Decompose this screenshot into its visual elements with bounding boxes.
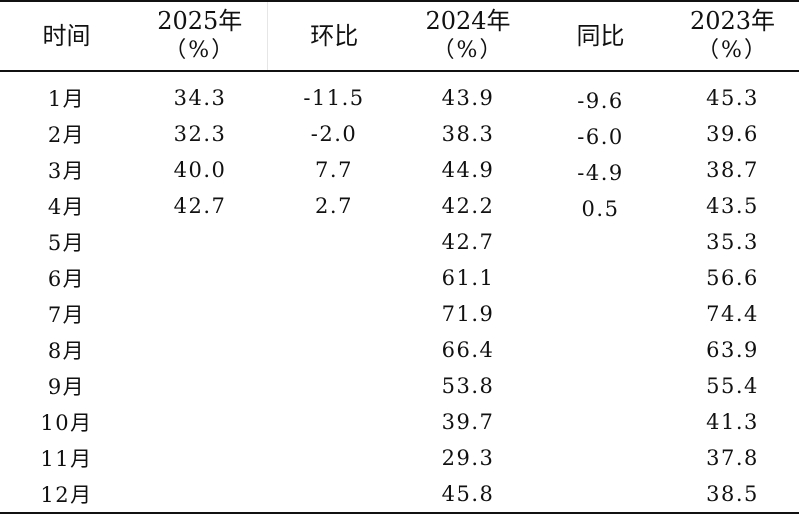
header-2025: 2025年 （%） [133,0,268,72]
header-mom: 环比 [267,0,401,72]
cell-2023: 35.3 [706,230,759,254]
cell-2025: 42.7 [173,194,227,218]
cell-2023: 39.6 [706,122,759,146]
cell-yoy: -4.9 [577,161,624,185]
cell-mom [267,296,401,332]
cell-month: 11月 [40,447,93,471]
cell-2024: 39.7 [441,410,495,434]
cell-mom: 7.7 [315,158,353,182]
table-row: 6月 61.1 56.6 [0,260,799,296]
cell-month: 7月 [47,303,86,327]
cell-2023: 56.6 [706,266,759,290]
cell-2023: 55.4 [706,374,759,398]
cell-yoy: -9.6 [577,89,624,113]
cell-yoy [535,443,666,479]
cell-yoy: 0.5 [581,197,620,221]
cell-month: 1月 [47,87,86,111]
table-row: 7月 71.9 74.4 [0,296,799,332]
cell-2024: 38.3 [441,122,495,146]
table-row: 12月 45.8 38.5 [0,476,799,516]
cell-2023: 74.4 [706,302,759,326]
cell-mom [267,440,401,476]
cell-2024: 42.7 [441,230,495,254]
cell-mom [267,404,401,440]
cell-mom [267,260,401,296]
cell-mom [267,224,401,260]
cell-2023: 38.7 [706,158,759,182]
cell-2025 [133,368,267,404]
cell-2025 [133,404,267,440]
cell-yoy [535,227,666,263]
header-yoy: 同比 [535,0,666,72]
cell-month: 8月 [47,339,86,363]
cell-2025: 34.3 [173,86,227,110]
cell-yoy [535,407,666,443]
cell-2023: 43.5 [706,194,759,218]
cell-2025 [133,260,267,296]
cell-month: 5月 [47,231,86,255]
cell-2025: 32.3 [173,122,227,146]
cell-mom: -2.0 [310,122,358,146]
cell-2025 [133,224,267,260]
cell-month: 10月 [40,411,93,435]
header-2023: 2023年 （%） [666,0,799,72]
cell-yoy [535,263,666,299]
header-2024: 2024年 （%） [401,0,535,72]
cell-2023: 45.3 [706,86,759,110]
cell-month: 2月 [47,123,86,147]
table-row: 9月 53.8 55.4 [0,368,799,404]
cell-2024: 42.2 [441,194,495,218]
cell-2025: 40.0 [173,158,227,182]
table-row: 2月 32.3 -2.0 38.3 -6.0 39.6 [0,116,799,152]
cell-yoy [535,335,666,371]
cell-2024: 53.8 [441,374,495,398]
cell-2025 [133,440,267,476]
table-row: 10月 39.7 41.3 [0,404,799,440]
cell-yoy [535,371,666,407]
cell-yoy: -6.0 [577,125,624,149]
cell-2023: 41.3 [706,410,759,434]
table-row: 11月 29.3 37.8 [0,440,799,476]
cell-yoy [535,299,666,335]
table-row: 5月 42.7 35.3 [0,224,799,260]
cell-month: 3月 [47,159,86,183]
cell-2024: 45.8 [401,476,535,514]
cell-month: 4月 [47,195,86,219]
cell-2024: 71.9 [441,302,495,326]
table-row: 1月 34.3 -11.5 43.9 -9.6 45.3 [0,71,799,116]
cell-month: 6月 [47,267,86,291]
cell-2024: 61.1 [441,266,495,290]
cell-2024: 66.4 [441,338,495,362]
cell-2023: 38.5 [666,476,799,514]
cell-mom: -11.5 [303,86,365,110]
cell-2023: 37.8 [706,446,759,470]
cell-2025 [133,296,267,332]
cell-mom [267,476,401,514]
cell-mom [267,332,401,368]
cell-yoy [535,479,666,516]
cell-2024: 43.9 [441,86,495,110]
header-time: 时间 [0,0,133,72]
cell-2023: 63.9 [706,338,759,362]
cell-2024: 44.9 [441,158,495,182]
table-row: 4月 42.7 2.7 42.2 0.5 43.5 [0,188,799,224]
header-row: 时间 2025年 （%） 环比 2024年 （%） 同比 2023年 [0,0,799,72]
cell-mom [267,368,401,404]
cell-month: 12月 [0,476,133,514]
table-row: 3月 40.0 7.7 44.9 -4.9 38.7 [0,152,799,188]
cell-2025 [133,332,267,368]
cell-2025 [133,476,267,514]
cell-mom: 2.7 [315,194,353,218]
cell-month: 9月 [47,375,86,399]
table-body: 1月 34.3 -11.5 43.9 -9.6 45.3 2月 32.3 -2.… [0,71,799,516]
table-row: 8月 66.4 63.9 [0,332,799,368]
cell-2024: 29.3 [441,446,495,470]
